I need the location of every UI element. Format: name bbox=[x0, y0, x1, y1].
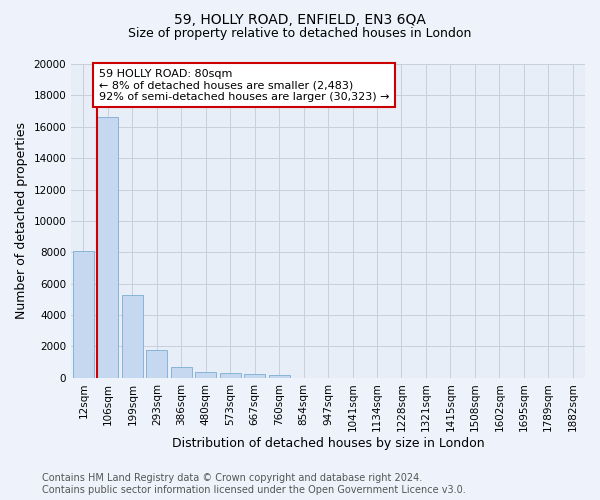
Bar bbox=[97, 118, 118, 378]
X-axis label: Distribution of detached houses by size in London: Distribution of detached houses by size … bbox=[172, 437, 484, 450]
Bar bbox=[196, 372, 216, 378]
Bar bbox=[73, 250, 94, 378]
Bar bbox=[171, 367, 191, 378]
Text: Size of property relative to detached houses in London: Size of property relative to detached ho… bbox=[128, 28, 472, 40]
Bar bbox=[146, 350, 167, 378]
Bar bbox=[220, 374, 241, 378]
Y-axis label: Number of detached properties: Number of detached properties bbox=[15, 122, 28, 320]
Text: 59, HOLLY ROAD, ENFIELD, EN3 6QA: 59, HOLLY ROAD, ENFIELD, EN3 6QA bbox=[174, 12, 426, 26]
Text: 59 HOLLY ROAD: 80sqm
← 8% of detached houses are smaller (2,483)
92% of semi-det: 59 HOLLY ROAD: 80sqm ← 8% of detached ho… bbox=[99, 68, 389, 102]
Bar bbox=[244, 374, 265, 378]
Bar bbox=[122, 294, 143, 378]
Text: Contains HM Land Registry data © Crown copyright and database right 2024.
Contai: Contains HM Land Registry data © Crown c… bbox=[42, 474, 466, 495]
Bar bbox=[269, 375, 290, 378]
